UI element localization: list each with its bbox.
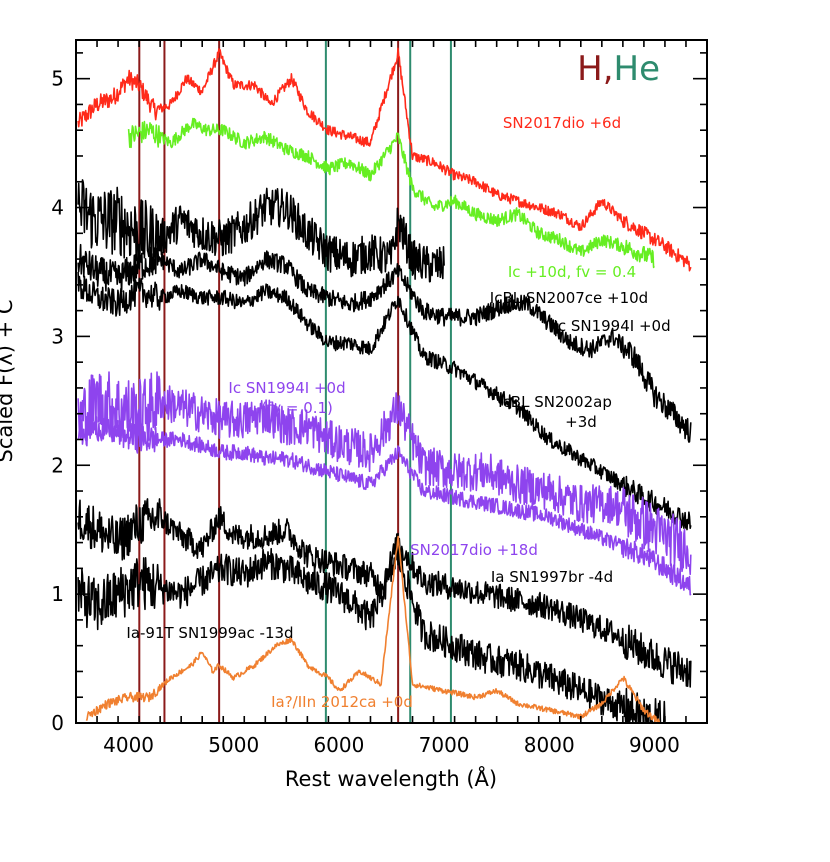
spectra-series [77, 47, 692, 723]
x-tick-label: 6000 [313, 733, 364, 757]
series-label-5-line2: (fv = 0.1) [261, 399, 333, 417]
series-line-2 [77, 179, 445, 283]
legend-he: He [614, 49, 660, 89]
series-line-8 [77, 544, 666, 723]
spectrum-labels: SN2017dio +6d Ic +10d, fv = 0.4 IcBL SN200… [126, 114, 670, 711]
series-line-4 [77, 271, 692, 531]
series-line-6 [77, 415, 692, 596]
series-line-3 [77, 243, 692, 443]
legend-separator: , [603, 49, 614, 89]
series-label-2: IcBL SN2007ce +10d [490, 289, 648, 307]
series-line-5 [77, 371, 692, 576]
x-tick-label: 8000 [524, 733, 575, 757]
series-label-0: SN2017dio +6d [503, 114, 621, 132]
series-label-9: Ia?/IIn 2012ca +0d [271, 693, 413, 711]
x-tick-label: 9000 [629, 733, 680, 757]
y-tick-label: 1 [51, 582, 64, 606]
series-line-9 [85, 535, 661, 723]
legend-h: H [577, 49, 603, 89]
x-axis-title: Rest wavelength (Å) [285, 765, 497, 791]
y-tick-label: 0 [51, 711, 64, 735]
y-tick-label: 5 [51, 67, 64, 91]
series-label-7: Ia SN1997br -4d [491, 568, 613, 586]
x-tick-label: 5000 [208, 733, 259, 757]
series-label-6: SN2017dio +18d [410, 541, 538, 559]
y-tick-label: 2 [51, 453, 64, 477]
series-label-3: Ic SN1994I +0d [553, 317, 670, 335]
legend: H,He [577, 49, 660, 89]
series-label-4-line2: +3d [565, 413, 597, 431]
x-tick-label: 7000 [419, 733, 470, 757]
reference-lines [138, 40, 452, 723]
series-label-1: Ic +10d, fv = 0.4 [508, 263, 636, 281]
y-axis-title: Scaled F(λ) + C [0, 299, 17, 462]
y-tick-label: 4 [51, 196, 64, 220]
x-tick-label: 4000 [103, 733, 154, 757]
series-line-0 [77, 47, 692, 272]
svg-text:H,He: H,He [577, 49, 660, 89]
series-label-5: Ic SN1994I +0d [228, 379, 345, 397]
series-label-8: Ia-91T SN1999ac -13d [126, 624, 293, 642]
y-tick-label: 3 [51, 324, 64, 348]
series-line-1 [127, 117, 655, 269]
axis-ticks: 4000 5000 6000 7000 8000 9000 0 1 2 3 4 5 [51, 40, 708, 757]
series-label-4: IcBL SN2002ap [498, 393, 612, 411]
